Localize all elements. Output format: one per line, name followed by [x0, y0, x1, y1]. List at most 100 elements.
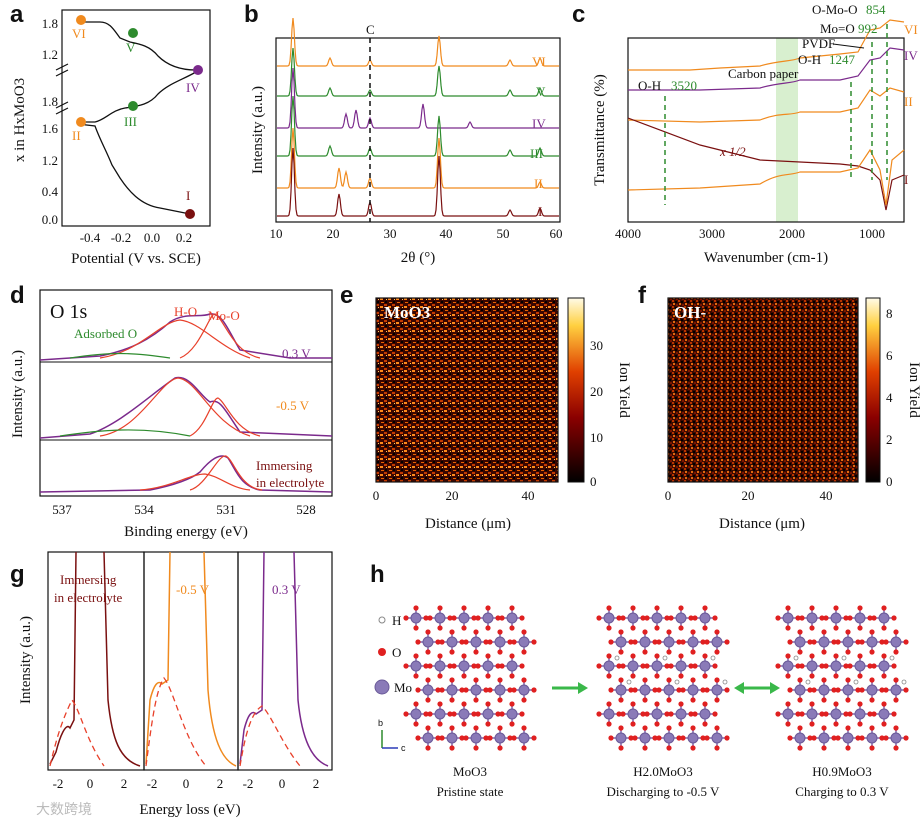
g-xtick-1: 0 — [87, 776, 94, 791]
h-o-atom — [891, 711, 897, 717]
c-xtick-2: 2000 — [779, 226, 805, 241]
h-o-atom — [644, 663, 650, 669]
a-marker-i — [185, 209, 195, 219]
b-trace-4 — [277, 127, 559, 189]
h-legend-o: O — [392, 645, 401, 660]
a-ytick-upper-1.2: 1.2 — [42, 47, 58, 62]
h-h-atom — [901, 679, 907, 685]
c-ann-omo-value: 854 — [866, 2, 886, 17]
h-o-atom — [724, 687, 730, 693]
h-o-atom — [437, 701, 443, 707]
h-o-atom — [640, 663, 646, 669]
h-o-atom — [666, 629, 672, 635]
h-mo-atom — [782, 612, 794, 624]
h-o-atom — [415, 639, 421, 645]
h-o-atom — [883, 735, 889, 741]
h-o-atom — [714, 649, 720, 655]
h-o-atom — [403, 663, 409, 669]
g-xtick-8: 2 — [313, 776, 320, 791]
h-o-atom — [893, 677, 899, 683]
b-label-vi: VI — [532, 54, 546, 69]
h-o-atom — [630, 605, 636, 611]
h-o-atom — [678, 625, 684, 631]
h-o-atom — [891, 615, 897, 621]
h-o-atom — [644, 711, 650, 717]
h-o-atom — [893, 697, 899, 703]
h-o-atom — [807, 639, 813, 645]
b-label-iii: III — [530, 146, 543, 161]
h-o-atom — [413, 673, 419, 679]
h-mo-atom — [675, 612, 687, 624]
h-o-atom — [616, 615, 622, 621]
h-o-atom — [893, 725, 899, 731]
h-mo-atom — [627, 708, 639, 720]
f-colorbar — [865, 297, 881, 483]
h-o-atom — [449, 629, 455, 635]
h-o-atom — [475, 711, 481, 717]
h-o-atom — [608, 735, 614, 741]
h-o-atom — [471, 615, 477, 621]
h-mo-atom — [842, 732, 854, 744]
h-o-atom — [521, 677, 527, 683]
e-map — [376, 298, 558, 482]
h-mo-atom — [842, 636, 854, 648]
h-o-atom — [423, 711, 429, 717]
h-o-atom — [676, 687, 682, 693]
h-o-atom — [809, 653, 815, 659]
h-caption-0: Pristine state — [437, 784, 504, 799]
d-label-electrolyte: in electrolyte — [256, 475, 324, 490]
h-o-atom — [618, 649, 624, 655]
h-o-atom — [642, 725, 648, 731]
h-o-atom — [497, 697, 503, 703]
h-o-atom — [835, 735, 841, 741]
h-mo-atom — [663, 684, 675, 696]
h-mo-atom — [842, 684, 854, 696]
c-label-i: I — [904, 172, 908, 187]
h-o-atom — [843, 711, 849, 717]
h-o-atom — [451, 711, 457, 717]
e-xtick-1: 20 — [446, 488, 459, 503]
e-cb-1: 10 — [590, 430, 603, 445]
c-ann-oh-3520-value: 3520 — [671, 78, 697, 93]
c-ann-moo-value: 992 — [858, 21, 878, 36]
h-o-atom — [692, 711, 698, 717]
h-mo-atom — [854, 660, 866, 672]
h-o-atom — [785, 653, 791, 659]
h-h-atom — [614, 655, 620, 661]
h-o-atom — [811, 639, 817, 645]
h-o-atom — [859, 639, 865, 645]
a-xtick-3: 0.2 — [176, 230, 192, 245]
h-o-atom — [799, 711, 805, 717]
h-mo-atom — [651, 708, 663, 720]
h-mo-atom — [422, 636, 434, 648]
h-o-atom — [869, 725, 875, 731]
h-o-atom — [403, 711, 409, 717]
h-o-atom — [449, 649, 455, 655]
a-marker-iii — [128, 101, 138, 111]
h-mo-atom — [458, 708, 470, 720]
h-o-atom — [879, 639, 885, 645]
h-structure-0 — [403, 605, 537, 751]
h-o-atom — [869, 745, 875, 751]
h-o-atom — [712, 711, 718, 717]
h-structure-1 — [596, 605, 730, 751]
a-label-iii: III — [124, 114, 137, 129]
h-o-atom — [692, 663, 698, 669]
h-o-atom — [666, 697, 672, 703]
h-o-atom — [775, 615, 781, 621]
h-o-atom — [461, 673, 467, 679]
h-o-atom — [867, 615, 873, 621]
h-o-atom — [473, 745, 479, 751]
g-ylabel: Intensity (a.u.) — [18, 616, 34, 704]
b-trace-3 — [277, 95, 559, 157]
h-o-atom — [859, 735, 865, 741]
h-o-atom — [499, 615, 505, 621]
h-mo-atom — [446, 636, 458, 648]
h-o-atom — [509, 721, 515, 727]
h-o-atom — [425, 697, 431, 703]
h-o-atom — [666, 745, 672, 751]
h-o-atom — [632, 735, 638, 741]
h-mo-atom — [687, 684, 699, 696]
b-dashed-label: C — [366, 22, 375, 37]
h-o-atom — [702, 701, 708, 707]
